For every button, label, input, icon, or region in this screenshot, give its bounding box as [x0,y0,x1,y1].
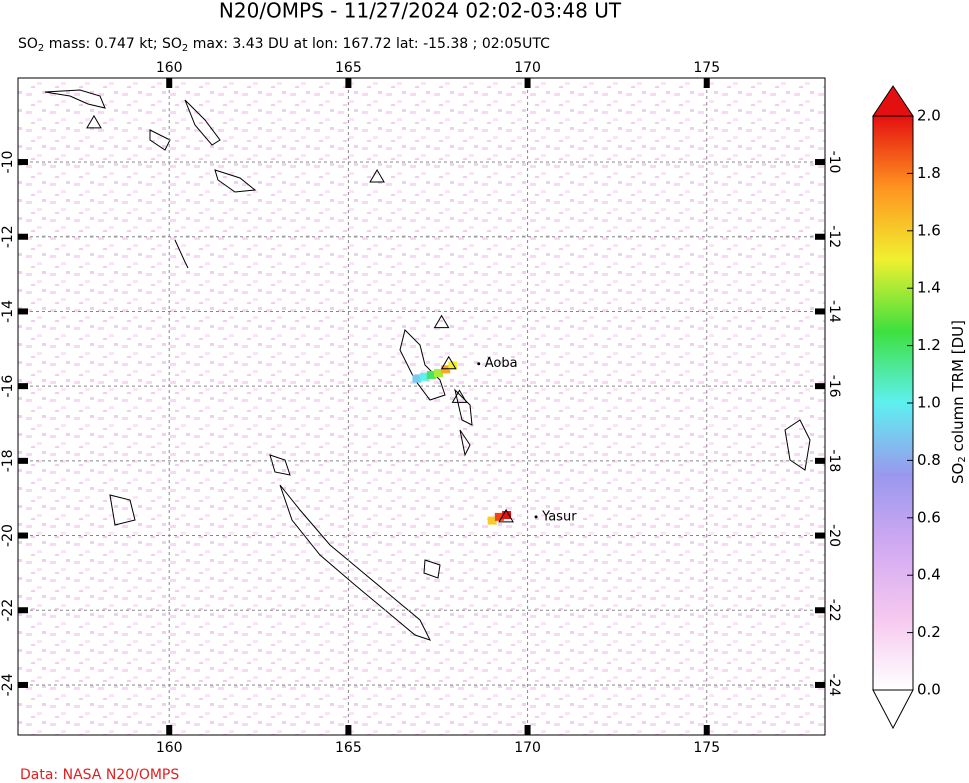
tick-mark [815,457,825,464]
colorbar-tick-label: 1.8 [917,164,941,182]
map-frame [17,77,826,736]
colorbar-min-arrow [872,689,914,730]
y-tick-label: -16 [0,375,16,398]
volcano-dot [477,362,481,366]
so2-pixel [494,512,504,521]
y-tick-label: -20 [0,524,16,547]
tick-mark [18,457,28,464]
map-area [18,78,825,735]
y-tick-label: -20 [826,524,842,547]
volcano [369,168,385,183]
x-tick-label: 160 [156,740,183,756]
subtitle-part: SO [18,36,38,52]
subtitle-sub: 2 [182,43,188,54]
tick-mark [345,725,352,735]
colorbar-label-part: column TRM [DU] [949,320,967,456]
y-tick-label: -22 [826,599,842,622]
colorbar-tick-label: 2.0 [917,107,941,125]
tick-mark [18,607,28,614]
colorbar-label: SO2 column TRM [DU] [949,320,969,484]
tick-mark [524,725,531,735]
colorbar-max-arrow [872,85,914,117]
tick-mark [18,159,28,166]
colorbar-tick-label: 1.4 [917,279,941,297]
colorbar-label-sub: 2 [957,456,968,462]
volcano [440,355,457,370]
tick-mark [18,532,28,539]
y-tick-label: -10 [826,151,842,174]
colorbar-tick-label: 0.8 [917,451,941,469]
y-tick-label: -24 [826,674,842,697]
coastlines [44,89,811,641]
tick-mark [166,78,173,88]
x-tick-label: 170 [514,60,541,76]
colorbar-label-part: SO [949,463,967,484]
subtitle: SO2 mass: 0.747 kt; SO2 max: 3.43 DU at … [18,36,550,54]
colorbar [872,115,914,691]
tick-mark [703,78,710,88]
y-tick-label: -22 [0,599,16,622]
y-tick-label: -10 [0,151,16,174]
colorbar-tick-label: 0.4 [917,566,941,584]
tick-mark [166,725,173,735]
volcano [433,314,450,329]
y-tick-label: -18 [0,449,16,472]
tick-mark [815,681,825,688]
y-tick-label: -14 [826,300,842,323]
colorbar-tick-label: 0.0 [917,681,941,699]
x-tick-label: 160 [156,60,183,76]
title: N20/OMPS - 11/27/2024 02:02-03:48 UT [219,0,622,23]
subtitle-sub: 2 [38,43,44,54]
colorbar-tick-label: 0.6 [917,508,941,526]
tick-mark [815,308,825,315]
tick-mark [815,233,825,240]
colorbar-tick-label: 0.2 [917,623,941,641]
x-tick-label: 165 [335,740,362,756]
y-tick-label: -14 [0,300,16,323]
so2-pixel [441,365,451,374]
tick-mark [524,78,531,88]
subtitle-part: mass: 0.747 kt; SO [44,36,182,52]
x-tick-label: 165 [335,60,362,76]
y-tick-label: -12 [0,225,16,248]
so2-pixel [502,511,512,520]
colorbar-tick-label: 1.2 [917,336,941,354]
x-tick-label: 175 [693,740,720,756]
volcano-dot [534,515,538,519]
volcano [451,389,468,403]
tick-mark [18,308,28,315]
volcano-label: Aoba [485,356,518,371]
y-tick-label: -18 [826,449,842,472]
so2-pixel [426,370,436,379]
so2-pixel [487,516,497,525]
subtitle-part: max: 3.43 DU at lon: 167.72 lat: -15.38 … [188,36,550,52]
tick-mark [815,607,825,614]
tick-mark [18,233,28,240]
volcano-label: Yasur [541,509,577,524]
volcano [498,508,514,523]
x-tick-label: 170 [514,740,541,756]
colorbar-tick-label: 1.6 [917,221,941,239]
tick-mark [815,159,825,166]
y-tick-label: -12 [826,225,842,248]
y-tick-label: -24 [0,673,16,696]
volcano [86,114,102,129]
so2-pixel [448,361,458,370]
tick-mark [18,383,28,390]
footer: Data: NASA N20/OMPS [20,767,179,783]
x-tick-label: 175 [693,60,720,76]
tick-mark [703,725,710,735]
so2-pixel [433,369,443,378]
colorbar-tick-label: 1.0 [917,394,941,412]
tick-mark [815,383,825,390]
y-tick-label: -16 [826,375,842,398]
so2-pixel [419,372,429,381]
tick-mark [345,78,352,88]
tick-mark [815,532,825,539]
so2-pixel [412,374,422,383]
tick-mark [18,681,28,688]
